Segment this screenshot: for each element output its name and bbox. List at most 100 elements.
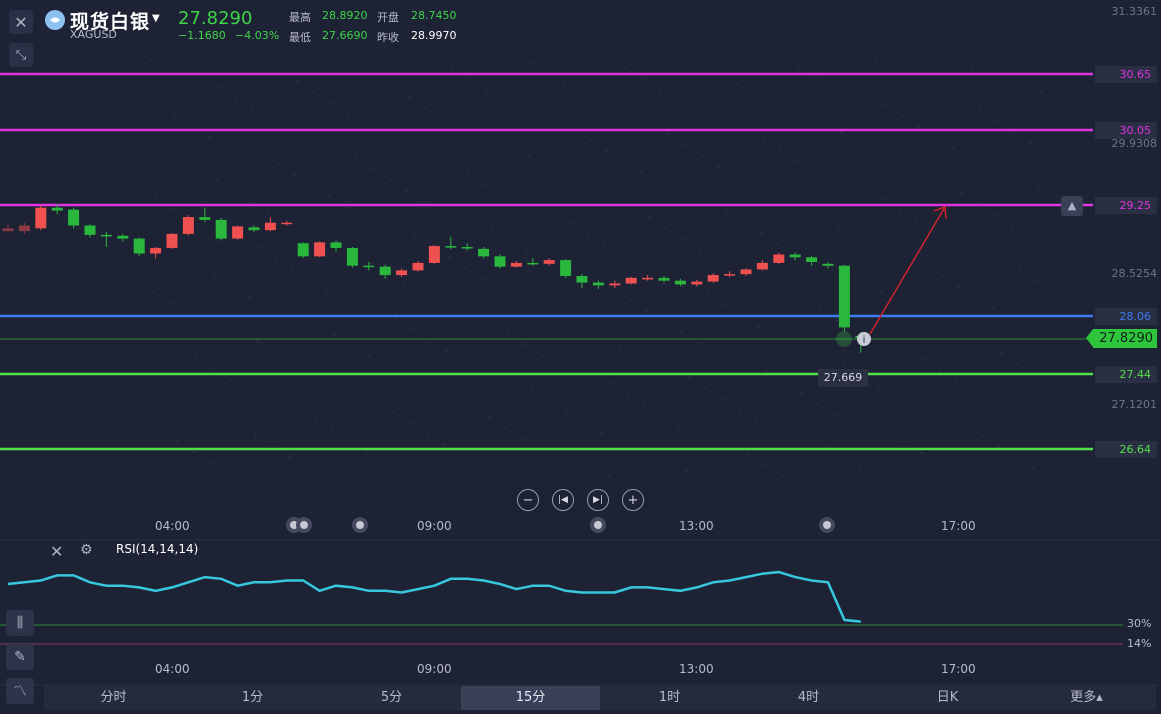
event-marker-icon[interactable] (819, 517, 835, 533)
map-dot (953, 473, 957, 477)
map-dot (841, 457, 845, 461)
tab-5min[interactable]: 5分 (380, 690, 403, 705)
map-dot (666, 132, 670, 136)
tab-15min[interactable]: 15分 (461, 686, 600, 710)
map-dot (757, 325, 761, 329)
zoom-in-button[interactable]: + (622, 489, 644, 511)
tab-1min[interactable]: 1分 (241, 690, 264, 705)
map-dot (506, 332, 510, 336)
map-dot (443, 443, 447, 447)
map-dot (561, 177, 565, 181)
prev-close-label: 昨收 (377, 31, 399, 44)
map-dot (175, 439, 179, 443)
map-dot (331, 427, 335, 431)
candlestick (609, 283, 621, 286)
map-dot (799, 391, 803, 395)
map-dot (192, 450, 196, 454)
event-marker-icon[interactable] (590, 517, 606, 533)
map-dot (169, 301, 173, 305)
tab-timeshare[interactable]: 分时 (100, 690, 127, 705)
map-dot (833, 413, 837, 417)
alert-bell-icon[interactable]: ▲ (1061, 196, 1083, 216)
tab-daily[interactable]: 日K (936, 690, 959, 705)
map-dot (491, 227, 495, 231)
map-dot (171, 207, 175, 211)
map-dot (325, 289, 329, 293)
level-tag: 27.44 (1095, 366, 1157, 383)
line-chart-icon[interactable]: 〽 (6, 678, 34, 704)
symbol-name[interactable]: 现货白银 (70, 11, 151, 33)
map-dot (970, 64, 974, 68)
map-dot (955, 379, 959, 383)
tab-more[interactable]: 更多▴ (1070, 690, 1103, 705)
map-dot (662, 320, 666, 324)
map-dot (196, 262, 200, 266)
low-marker-label: 27.669 (818, 369, 868, 387)
axis-tick: 28.5254 (1111, 267, 1158, 280)
map-dot (255, 339, 259, 343)
map-dot (898, 208, 902, 212)
jump-start-button[interactable]: |◀ (552, 489, 574, 511)
map-dot (327, 195, 331, 199)
map-dot (784, 286, 788, 290)
close-indicator-icon[interactable]: ✕ (50, 542, 64, 561)
map-dot (424, 106, 428, 110)
pencil-icon[interactable]: ✎ (6, 644, 34, 670)
map-dot (820, 214, 824, 218)
map-dot (603, 243, 607, 247)
map-dot (723, 303, 727, 307)
map-dot (755, 419, 759, 423)
map-dot (152, 290, 156, 294)
map-dot (738, 408, 742, 412)
candlestick (806, 257, 818, 262)
candlestick (68, 209, 80, 226)
settings-gear-icon[interactable]: ⚙ (80, 542, 93, 558)
map-dot (409, 421, 413, 425)
chevron-down-icon[interactable]: ▼ (152, 13, 160, 24)
map-dot (658, 88, 662, 92)
map-dot (365, 449, 369, 453)
map-dot (881, 197, 885, 201)
map-dot (310, 184, 314, 188)
map-dot (483, 183, 487, 187)
map-dot (274, 256, 278, 260)
map-dot (266, 212, 270, 216)
indicator-tool-icon[interactable]: ⫼ (6, 610, 34, 636)
map-dot (761, 137, 765, 141)
tab-4hour[interactable]: 4时 (797, 690, 820, 705)
map-dot (314, 416, 318, 420)
candlestick (527, 262, 539, 265)
map-dot (1018, 268, 1022, 272)
map-dot (249, 201, 253, 205)
close-icon[interactable]: ✕ (9, 10, 33, 34)
zoom-out-button[interactable]: − (517, 489, 539, 511)
map-dot (974, 296, 978, 300)
candlestick (51, 207, 63, 211)
map-dot (759, 231, 763, 235)
map-dot (232, 190, 236, 194)
collapse-icon[interactable]: ⤡ (9, 43, 33, 67)
map-dot (563, 83, 567, 87)
map-dot (156, 102, 160, 106)
tab-1hour[interactable]: 1时 (658, 690, 681, 705)
map-dot (565, 409, 569, 413)
map-dot (978, 108, 982, 112)
candlestick (84, 225, 96, 235)
map-dot (350, 344, 354, 348)
candlestick (314, 242, 326, 257)
map-dot (704, 386, 708, 390)
map-dot (211, 367, 215, 371)
event-marker-icon[interactable] (352, 517, 368, 533)
jump-end-button[interactable]: ▶| (587, 489, 609, 511)
map-dot (392, 410, 396, 414)
map-dot (822, 120, 826, 124)
map-dot (154, 196, 158, 200)
map-dot (569, 221, 573, 225)
map-dot (354, 156, 358, 160)
event-marker-icon[interactable] (296, 517, 312, 533)
map-dot (1031, 467, 1035, 471)
map-dot (664, 226, 668, 230)
map-dot (268, 118, 272, 122)
map-dot (736, 82, 740, 86)
